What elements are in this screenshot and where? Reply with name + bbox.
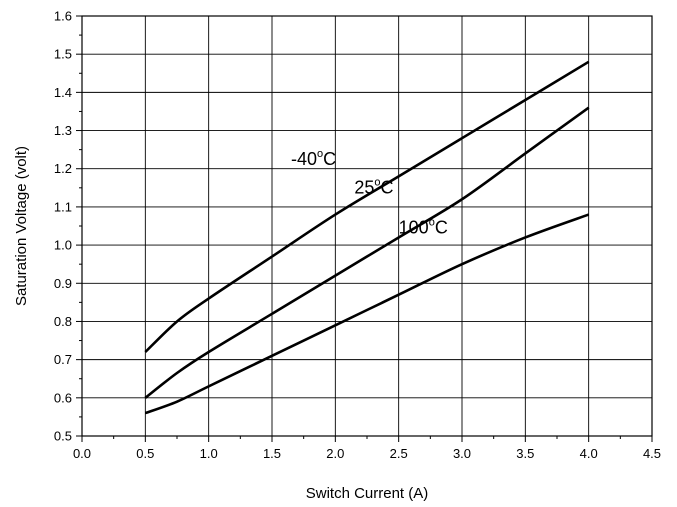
- x-tick-label: 4.0: [580, 446, 598, 461]
- series-label-value: 25: [354, 178, 374, 198]
- y-tick-label: 0.7: [54, 352, 72, 367]
- series-label-unit: C: [380, 178, 393, 198]
- x-tick-labels: 0.0 0.5 1.0 1.5 2.0 2.5 3.0 3.5 4.0 4.5: [73, 446, 661, 461]
- plot-frame: [81, 15, 653, 437]
- x-axis-title: Switch Current (A): [306, 485, 429, 502]
- y-tick-label: 0.5: [54, 429, 72, 444]
- y-tick-label: 1.1: [54, 199, 72, 214]
- x-tick-label: 3.0: [453, 446, 471, 461]
- x-tick-label: 2.5: [390, 446, 408, 461]
- degree-sup: o: [317, 148, 323, 160]
- x-tick-label: 0.5: [136, 446, 154, 461]
- y-tick-label: 0.8: [54, 314, 72, 329]
- series-label-unit: C: [435, 218, 448, 238]
- series-label-0: -40oC: [291, 148, 336, 169]
- x-tick-label: 4.5: [643, 446, 661, 461]
- y-tick-label: 1.6: [54, 9, 72, 24]
- series-line-1: [144, 106, 590, 399]
- axis-ticks: [76, 15, 653, 442]
- series-line-0: [144, 60, 590, 353]
- degree-sup: o: [429, 217, 435, 229]
- y-tick-label: 0.9: [54, 276, 72, 291]
- y-tick-labels: 0.5 0.6 0.7 0.8 0.9 1.0 1.1 1.2 1.3 1.4 1.5 1.6: [54, 9, 72, 444]
- series-label-1: 25oC: [354, 177, 393, 198]
- y-tick-label: 0.6: [54, 390, 72, 405]
- y-tick-label: 1.4: [54, 85, 72, 100]
- x-tick-label: 0.0: [73, 446, 91, 461]
- degree-sup: o: [374, 177, 380, 189]
- series-line-2: [144, 213, 590, 415]
- y-axis-title: Saturation Voltage (volt): [13, 146, 30, 306]
- series-lines: [144, 60, 590, 415]
- y-tick-label: 1.3: [54, 123, 72, 138]
- x-tick-label: 1.5: [263, 446, 281, 461]
- y-tick-label: 1.0: [54, 238, 72, 253]
- x-tick-label: 2.0: [326, 446, 344, 461]
- x-tick-label: 1.0: [200, 446, 218, 461]
- series-label-value: -40: [291, 149, 317, 169]
- y-tick-label: 1.2: [54, 161, 72, 176]
- y-tick-label: 1.5: [54, 47, 72, 62]
- series-label-unit: C: [323, 149, 336, 169]
- x-tick-label: 3.5: [516, 446, 534, 461]
- series-label-value: 100: [399, 218, 429, 238]
- grid-lines: [82, 16, 652, 436]
- series-label-2: 100oC: [399, 217, 448, 238]
